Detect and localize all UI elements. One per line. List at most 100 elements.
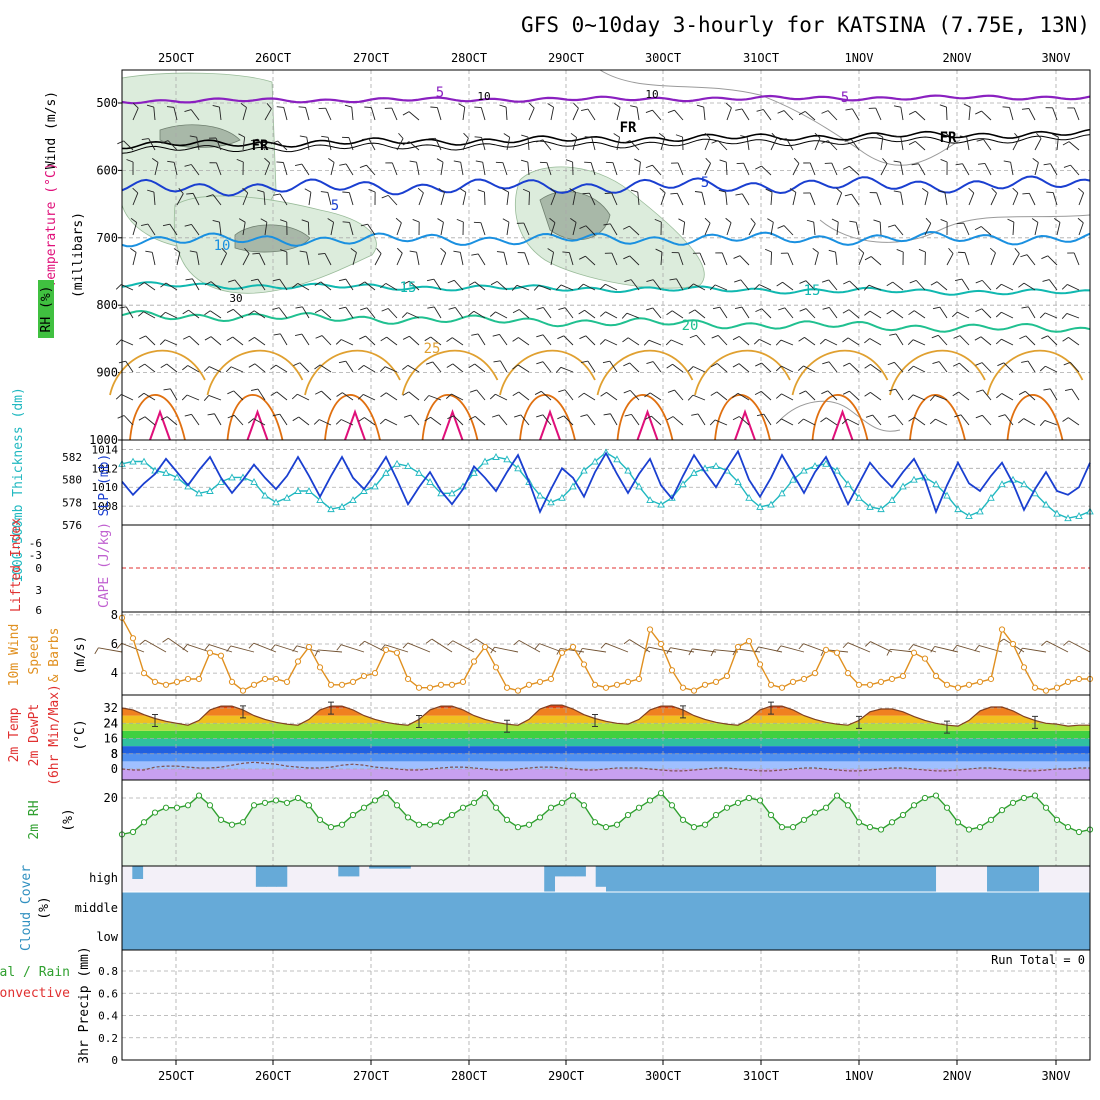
upper-wind-barb-flag [474,136,482,138]
cloud-high-bar [729,866,741,892]
upper-wind-barb-flag [725,217,732,224]
upper-wind-barb [1073,252,1080,266]
upper-wind-barb [605,339,618,346]
upper-wind-barb-flag [1064,388,1073,392]
upper-wind-barb-flag [402,364,409,370]
wind-speed-line-point [327,681,335,688]
upper-wind-barb [408,141,420,151]
contour-label: 5 [841,90,849,106]
upper-wind-barb [1048,279,1058,291]
rh-line-point [899,811,907,819]
upper-wind-barb [739,255,750,266]
upper-wind-barb-flag [821,279,829,283]
wind-speed-line-point [646,626,654,633]
thickness-tick-label: 578 [62,496,82,509]
ylabel-speed: Speed [27,635,42,674]
upper-wind-barb-flag [907,394,914,401]
thickness-line-point [712,462,720,470]
surface-wind-barb [1022,647,1047,653]
upper-wind-barb [696,334,706,346]
upper-wind-barb-flag [264,157,270,164]
upper-wind-barb [783,225,794,236]
upper-wind-barb [1012,253,1020,266]
li-tick-label: -6 [29,537,42,550]
upper-wind-barb [563,335,574,346]
rh-line-point [195,792,203,799]
upper-wind-barb-flag [633,158,641,163]
upper-wind-barb [1068,141,1080,151]
upper-wind-barb [611,252,618,266]
precip-tick-label: 0.6 [98,987,118,1000]
upper-wind-barb [220,253,228,266]
upper-wind-barb-flag [756,413,764,417]
upper-wind-barb [1028,108,1036,121]
wind-speed-line-point [129,635,137,642]
rh-line-point [745,794,753,802]
chart-title: GFS 0~10day 3-hourly for KATSINA (7.75E,… [521,13,1090,37]
upper-wind-barb [264,162,271,176]
wind-speed-line-point [338,681,346,688]
upper-wind-barb [692,394,706,401]
thickness-line-point [569,482,577,490]
temp-tick-label: 24 [104,716,118,730]
upper-wind-barb-flag [955,163,963,166]
upper-wind-barb-flag [447,415,454,420]
upper-wind-barb-flag [754,390,762,396]
rh-line-point [657,790,665,797]
bottom-date-label: 29OCT [548,1069,584,1083]
upper-wind-barb [935,418,948,426]
upper-wind-barb [855,222,860,236]
rh-line-point [184,802,192,809]
upper-wind-barb [208,395,222,401]
upper-wind-barb [176,252,181,266]
wind-speed-line-point [184,675,192,683]
rh-line-point [327,824,335,831]
surface-wind-barb [431,638,453,653]
upper-wind-barb [693,283,706,291]
upper-wind-barb-flag [975,414,983,419]
upper-wind-barb [407,364,420,373]
upper-wind-barb-flag [756,109,764,112]
upper-wind-barb-flag [159,339,166,346]
upper-wind-barb [253,310,266,319]
upper-wind-barb-flag [687,394,694,401]
cloud-high-bar [811,866,823,892]
upper-wind-barb [396,222,402,236]
surface-wind-barb [890,648,915,653]
upper-wind-barb [190,164,200,176]
wind-speed-line-point [228,678,236,685]
upper-wind-barb [770,251,773,266]
rh-line-point [393,802,401,809]
upper-wind-barb-flag [865,414,873,418]
upper-wind-barb-flag [547,103,554,108]
cloud-high-bar [987,866,998,892]
upper-wind-barb-flag [704,217,711,224]
wind-speed-line-point [250,681,258,688]
slp-tick-label: 1008 [92,500,119,513]
wind-speed-line-point [349,678,357,685]
upper-wind-barb-flag [344,104,352,108]
upper-wind-barb-flag [711,335,719,339]
upper-wind-barb-flag [119,306,127,309]
surface-wind-barb [144,639,167,653]
rh-line-point [206,802,214,809]
upper-wind-barb [892,309,904,319]
upper-wind-barb-flag [821,110,829,114]
upper-wind-barb-flag [159,311,166,318]
isotherm-35 [149,409,171,441]
upper-wind-barb [1052,192,1058,206]
thickness-line-point [536,491,544,499]
upper-wind-barb [870,256,882,266]
upper-wind-barb [495,393,508,401]
pressure-tick-label: 700 [96,231,118,245]
thickness-line-point [492,453,500,460]
upper-wind-barb-flag [937,190,945,193]
thickness-tick-label: 576 [62,519,82,532]
upper-wind-barb [828,279,838,291]
upper-wind-barb [741,193,750,206]
upper-wind-barb [264,108,272,121]
slp-tick-label: 1010 [92,481,119,494]
upper-wind-barb-flag [292,416,299,422]
pressure-tick-label: 600 [96,163,118,177]
thickness-line-point [316,496,324,504]
